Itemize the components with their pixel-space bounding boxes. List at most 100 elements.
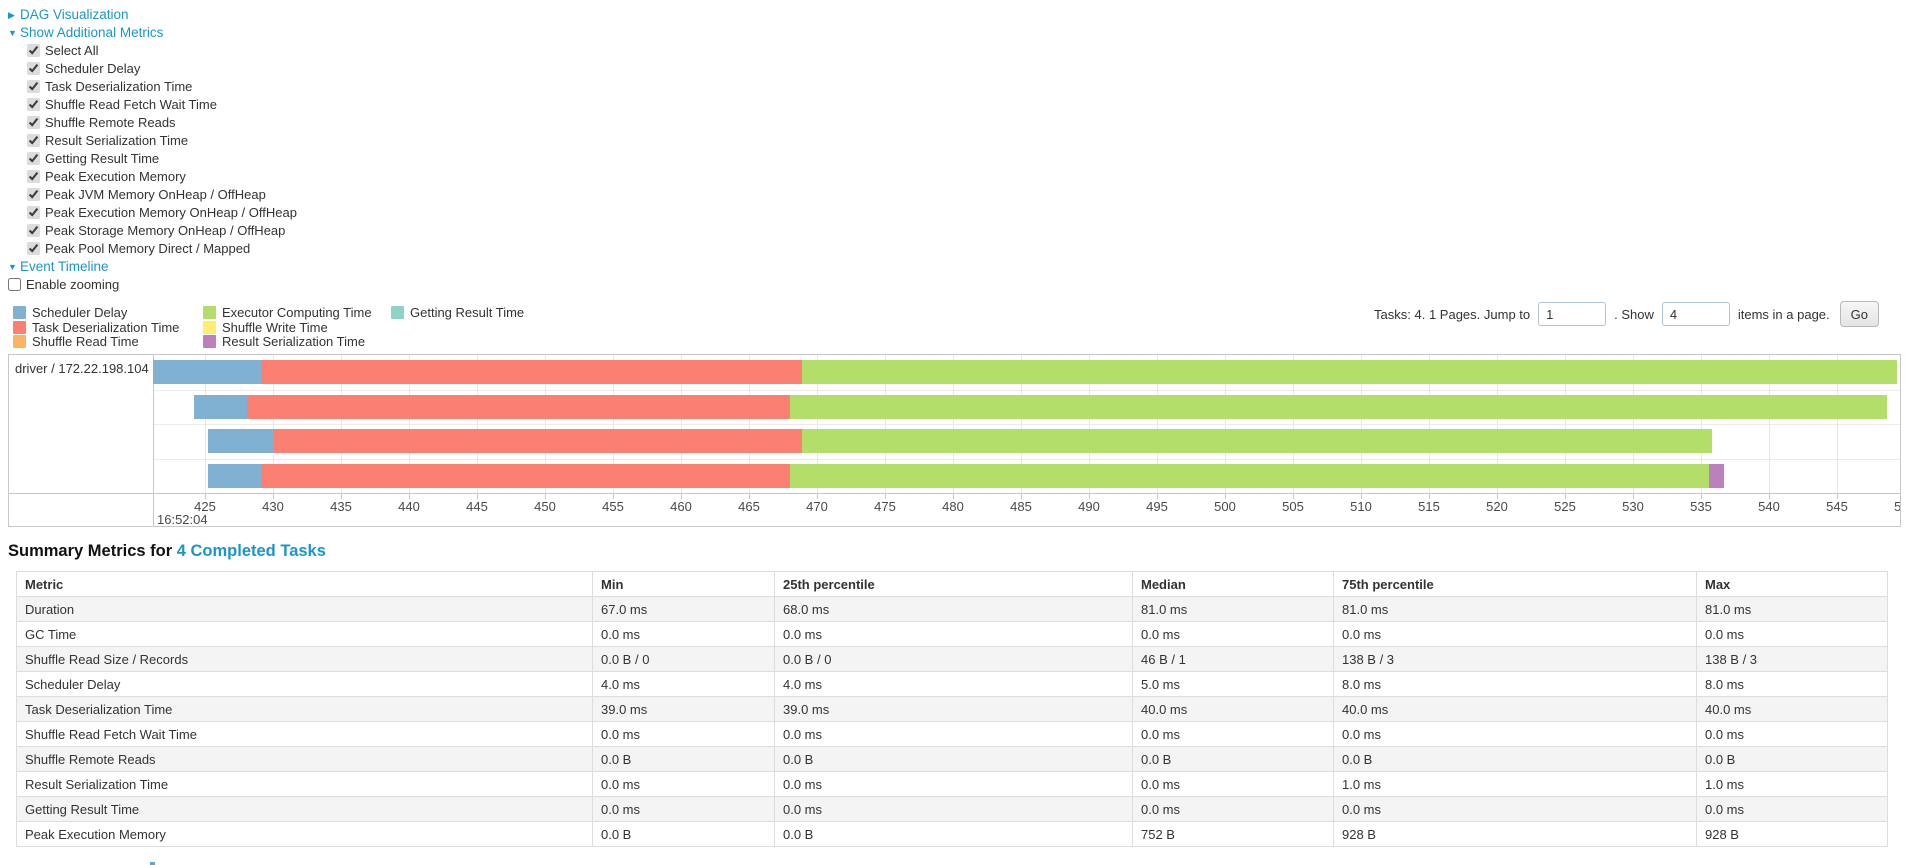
metric-checkbox-label: Peak Execution Memory [45, 169, 186, 184]
metric-checkbox-label: Shuffle Read Fetch Wait Time [45, 97, 217, 112]
completed-tasks-link[interactable]: 4 Completed Tasks [176, 542, 326, 560]
event-timeline-header[interactable]: ▼ Event Timeline [8, 258, 297, 276]
summary-metrics-heading: Summary Metrics for 4 Completed Tasks [8, 542, 326, 561]
metric-checkbox[interactable] [27, 116, 40, 129]
task-bar-segment-scheduler-delay[interactable] [194, 394, 248, 419]
tick-label: 435 [330, 499, 352, 514]
show-additional-metrics-header[interactable]: ▼ Show Additional Metrics [8, 24, 297, 42]
task-bar-segment-executor-computing[interactable] [802, 360, 1897, 385]
tick-label: 535 [1690, 499, 1712, 514]
legend-item-label: Task Deserialization Time [32, 319, 180, 335]
metric-value-cell: 138 B / 3 [1696, 646, 1888, 672]
enable-zooming-checkbox[interactable] [8, 278, 21, 291]
summary-col-header: 75th percentile [1333, 571, 1697, 597]
task-bar-segment-task-deserialization[interactable] [260, 360, 803, 385]
metric-value-cell: 4.0 ms [592, 671, 775, 697]
metric-checkbox[interactable] [27, 206, 40, 219]
summary-table-row: Shuffle Remote Reads 0.0 B 0.0 B 0.0 B 0.0 B… [16, 746, 1888, 772]
tick-label: 490 [1078, 499, 1100, 514]
task-bar-segment-scheduler-delay[interactable] [207, 429, 275, 454]
summary-table-row: Shuffle Read Size / Records 0.0 B / 0 0.0 … [16, 646, 1888, 672]
metric-value-cell: 0.0 B [774, 821, 1133, 847]
tick-gridline [1361, 355, 1362, 493]
clipped-content-fragment [150, 862, 155, 865]
metric-value-cell: 0.0 B [592, 746, 775, 772]
tick-mark [1361, 494, 1362, 499]
tick-gridline [477, 355, 478, 493]
metric-value-cell: 0.0 ms [1333, 621, 1697, 647]
metric-value-cell: 0.0 ms [592, 771, 775, 797]
metric-value-cell: 39.0 ms [592, 696, 775, 722]
tick-label: 475 [874, 499, 896, 514]
event-timeline-chart[interactable]: driver / 172.22.198.104 425 430 435 440 445 4… [8, 354, 1901, 527]
metric-checkbox[interactable] [27, 44, 40, 57]
metric-checkbox[interactable] [27, 224, 40, 237]
metric-checkbox-row: Select All [8, 42, 297, 60]
task-bar-segment-executor-computing[interactable] [802, 429, 1712, 454]
task-bar-segment-scheduler-delay[interactable] [207, 463, 261, 488]
tick-gridline [1837, 355, 1838, 493]
metric-checkbox[interactable] [27, 98, 40, 111]
shuffle-read-swatch-icon [13, 335, 26, 349]
metric-checkbox[interactable] [27, 134, 40, 147]
metric-value-cell: 67.0 ms [592, 596, 775, 622]
metric-value-cell: 752 B [1132, 821, 1334, 847]
dag-visualization-label[interactable]: DAG Visualization [20, 7, 129, 22]
metric-value-cell: 4.0 ms [774, 671, 1133, 697]
jump-to-page-input[interactable] [1538, 302, 1607, 326]
timeline-axis-line [9, 493, 1900, 494]
tick-gridline [1021, 355, 1022, 493]
metric-checkbox[interactable] [27, 170, 40, 183]
show-additional-metrics-label[interactable]: Show Additional Metrics [20, 25, 164, 40]
task-bar-segment-result-serialization[interactable] [1709, 463, 1725, 488]
tick-label: 540 [1758, 499, 1780, 514]
tick-label: 515 [1418, 499, 1440, 514]
event-timeline-label[interactable]: Event Timeline [20, 259, 109, 274]
metric-value-cell: 0.0 ms [774, 621, 1133, 647]
metric-name-cell: Peak Execution Memory [16, 821, 593, 847]
task-bar-segment-scheduler-delay[interactable] [153, 360, 261, 385]
metric-value-cell: 0.0 ms [1333, 721, 1697, 747]
metric-checkbox-row: Peak Execution Memory OnHeap / OffHeap [8, 204, 297, 222]
metric-checkbox-row: Shuffle Read Fetch Wait Time [8, 96, 297, 114]
task-bar-segment-executor-computing[interactable] [789, 394, 1888, 419]
metric-checkbox[interactable] [27, 188, 40, 201]
metric-value-cell: 0.0 B [1696, 746, 1888, 772]
tick-gridline [885, 355, 886, 493]
tick-label: 430 [262, 499, 284, 514]
metric-name-cell: Shuffle Read Fetch Wait Time [16, 721, 593, 747]
go-button[interactable]: Go [1839, 301, 1879, 327]
metric-checkbox[interactable] [27, 242, 40, 255]
tick-mark [1701, 494, 1702, 499]
shuffle-write-swatch-icon [203, 320, 216, 334]
task-bar-segment-task-deserialization[interactable] [247, 394, 790, 419]
task-bar-segment-task-deserialization[interactable] [274, 429, 803, 454]
metric-value-cell: 1.0 ms [1696, 771, 1888, 797]
metric-checkbox-label: Task Deserialization Time [45, 79, 193, 94]
items-per-page-input[interactable] [1661, 302, 1730, 326]
row-gridline [153, 458, 1900, 460]
metric-checkbox[interactable] [27, 152, 40, 165]
metric-name-cell: Getting Result Time [16, 796, 593, 822]
task-bar-segment-executor-computing[interactable] [789, 463, 1710, 488]
tick-label: 510 [1350, 499, 1372, 514]
task-bar-segment-task-deserialization[interactable] [260, 463, 790, 488]
dag-visualization-header[interactable]: ▶ DAG Visualization [8, 6, 297, 24]
metric-value-cell: 0.0 B [1333, 746, 1697, 772]
metric-value-cell: 40.0 ms [1696, 696, 1888, 722]
getting-result-swatch-icon [391, 306, 404, 319]
task-deserialization-swatch-icon [13, 320, 26, 334]
tick-gridline [1293, 355, 1294, 493]
summary-col-header: Min [592, 571, 775, 597]
metric-checkbox[interactable] [27, 62, 40, 75]
legend-item-label: Getting Result Time [410, 305, 525, 320]
tick-mark [1633, 494, 1634, 499]
tick-mark [1157, 494, 1158, 499]
metric-checkbox[interactable] [27, 80, 40, 93]
metric-checkbox-label: Scheduler Delay [45, 61, 141, 76]
tick-gridline [1497, 355, 1498, 493]
summary-metrics-table: Metric Min 25th percentile Median 75th perce… [16, 571, 1888, 847]
tick-mark [613, 494, 614, 499]
tick-gridline [1225, 355, 1226, 493]
